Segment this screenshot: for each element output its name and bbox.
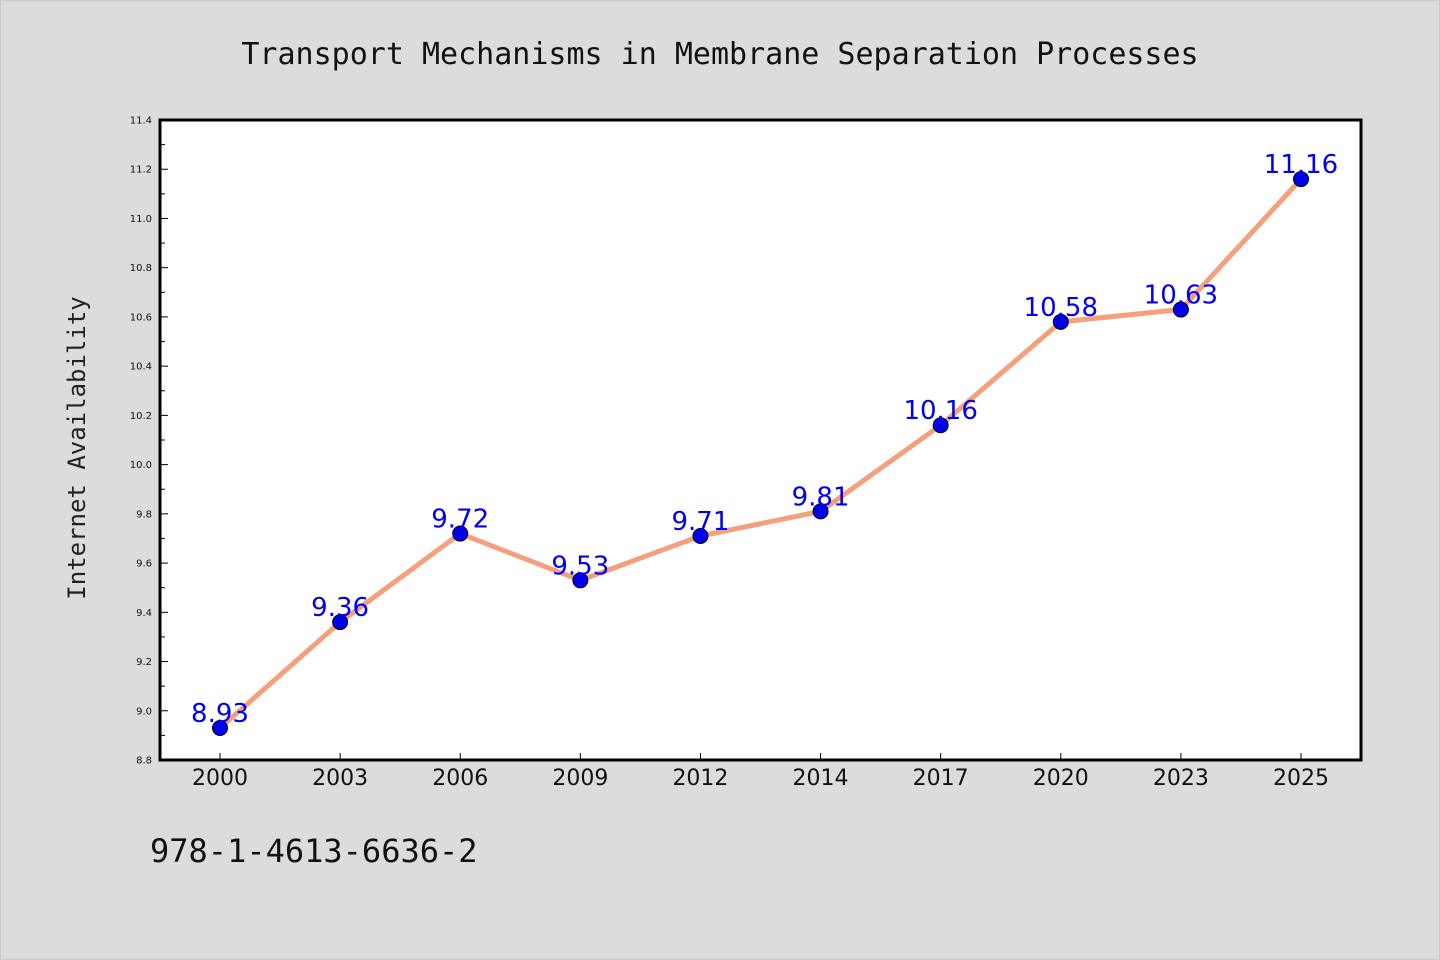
isbn-text: 978-1-4613-6636-2 [150, 832, 478, 870]
y-tick-label: 10.8 [130, 263, 152, 274]
data-label: 8.93 [191, 699, 249, 729]
plot-area [160, 120, 1361, 760]
data-label: 9.81 [792, 482, 850, 512]
data-point [332, 614, 349, 631]
data-label: 9.72 [431, 505, 489, 535]
y-tick-label: 10.2 [130, 411, 152, 422]
x-tick-label: 2012 [672, 766, 728, 791]
data-label: 10.63 [1144, 281, 1218, 311]
y-tick-label: 9.6 [136, 559, 152, 570]
data-point [572, 572, 589, 589]
data-point [692, 528, 709, 544]
y-tick-label: 11.4 [130, 116, 152, 127]
markers-group [212, 171, 1309, 736]
y-tick-label: 8.8 [136, 756, 152, 767]
data-label: 10.58 [1024, 293, 1098, 323]
x-tick-label: 2020 [1033, 766, 1089, 791]
y-tick-label: 9.0 [136, 706, 152, 717]
series-line-group [217, 176, 1304, 731]
data-labels-group: 8.93 9.36 9.72 9.53 9.71 9.81 10.16 10.58 10.63 1… [191, 150, 1338, 729]
data-point [452, 525, 469, 542]
x-tick-label: 2014 [793, 766, 849, 791]
data-point [1293, 171, 1309, 188]
data-point [1172, 301, 1189, 318]
data-label: 9.53 [551, 551, 609, 581]
x-tick-label: 2017 [913, 766, 969, 791]
data-label: 9.36 [311, 593, 369, 623]
y-axis-label: Internet Availability [63, 296, 91, 599]
x-axis: 2000 2003 2006 2009 2012 2014 2017 2020 2023 2025 [192, 753, 1329, 791]
y-tick-label: 11.0 [130, 214, 152, 225]
y-tick-label: 9.8 [136, 509, 152, 520]
x-tick-label: 2009 [552, 766, 608, 791]
series-line [217, 176, 1304, 731]
y-tick-label: 10.4 [130, 362, 152, 373]
data-label: 10.16 [903, 396, 977, 426]
data-label: 11.16 [1264, 150, 1338, 180]
data-point [1052, 313, 1069, 330]
y-tick-label: 9.2 [136, 657, 152, 668]
data-point [812, 503, 829, 520]
y-tick-label: 10.6 [130, 312, 152, 323]
x-tick-label: 2025 [1273, 766, 1329, 791]
data-point [212, 720, 228, 736]
x-tick-label: 2000 [192, 766, 248, 791]
chart-title: Transport Mechanisms in Membrane Separat… [241, 37, 1198, 72]
y-tick-label: 9.4 [136, 608, 152, 619]
x-tick-label: 2023 [1153, 766, 1209, 791]
x-tick-label: 2006 [432, 766, 488, 791]
x-tick-label: 2003 [312, 766, 368, 791]
plot-border [158, 118, 1363, 762]
y-tick-label: 10.0 [130, 460, 152, 471]
data-point [932, 417, 949, 434]
y-tick-label: 11.2 [130, 165, 152, 176]
data-label: 9.71 [671, 507, 729, 537]
